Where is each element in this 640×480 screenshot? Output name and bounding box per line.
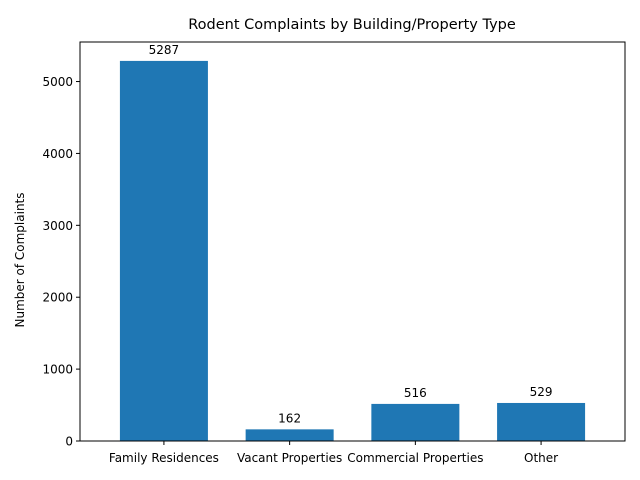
- y-tick-label-2: 2000: [42, 291, 73, 305]
- y-axis-label: Number of Complaints: [13, 192, 27, 327]
- bars-group: [119, 60, 586, 442]
- x-axis-ticks: Family Residences Vacant Properties Commer…: [109, 441, 558, 465]
- y-tick-label-5: 5000: [42, 75, 73, 89]
- data-label-1: 162: [278, 411, 301, 425]
- y-tick-label-1: 1000: [42, 363, 73, 377]
- y-tick-label-3: 3000: [42, 219, 73, 233]
- x-tick-label-0: Family Residences: [109, 451, 219, 465]
- y-tick-label-4: 4000: [42, 147, 73, 161]
- x-tick-label-3: Other: [524, 451, 558, 465]
- bar-1: [245, 429, 334, 441]
- data-labels-group: 5287 162 516 529: [149, 43, 553, 425]
- bar-3: [497, 402, 586, 441]
- bar-2: [371, 403, 460, 441]
- chart-title: Rodent Complaints by Building/Property T…: [188, 17, 516, 33]
- bar-0: [119, 60, 208, 442]
- x-tick-label-1: Vacant Properties: [237, 451, 342, 465]
- data-label-3: 529: [530, 385, 553, 399]
- y-tick-label-0: 0: [65, 435, 73, 449]
- y-axis-ticks: 0 1000 2000 3000 4000 5000: [42, 75, 80, 449]
- data-label-0: 5287: [149, 43, 180, 57]
- x-tick-label-2: Commercial Properties: [347, 451, 483, 465]
- plot-frame: [79, 41, 626, 442]
- data-label-2: 516: [404, 386, 427, 400]
